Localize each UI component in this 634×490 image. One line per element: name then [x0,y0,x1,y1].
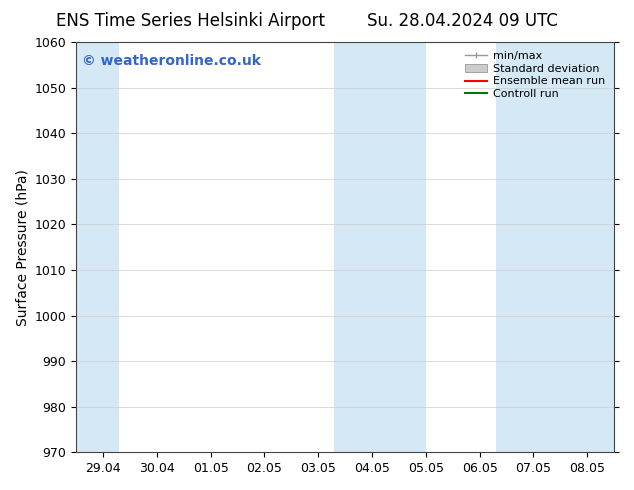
Y-axis label: Surface Pressure (hPa): Surface Pressure (hPa) [15,169,29,325]
Text: ENS Time Series Helsinki Airport: ENS Time Series Helsinki Airport [56,12,325,30]
Text: Su. 28.04.2024 09 UTC: Su. 28.04.2024 09 UTC [367,12,559,30]
Legend: min/max, Standard deviation, Ensemble mean run, Controll run: min/max, Standard deviation, Ensemble me… [462,48,609,102]
Bar [76,42,119,452]
Text: © weatheronline.co.uk: © weatheronline.co.uk [82,54,261,69]
Bar [496,42,614,452]
Bar [334,42,426,452]
